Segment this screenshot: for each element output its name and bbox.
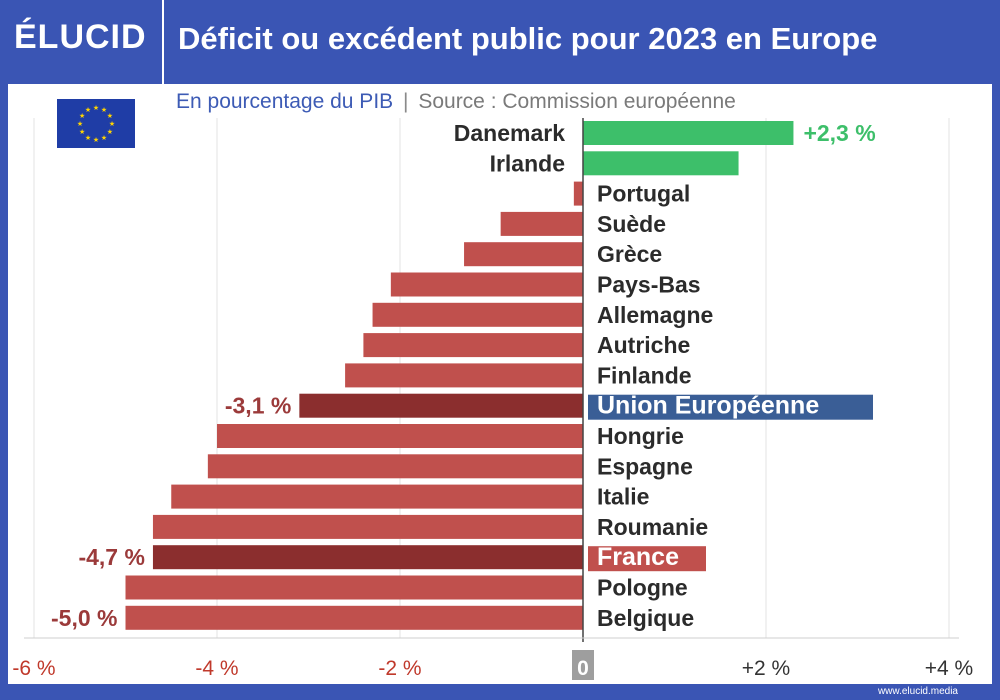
bar-italie	[171, 484, 583, 509]
category-label: Pologne	[597, 575, 688, 601]
bar-grèce	[464, 242, 583, 267]
tick-label: +4 %	[925, 657, 973, 680]
flag-star: ★	[101, 106, 107, 114]
tick-label: +2 %	[742, 657, 790, 680]
bar-pays-bas	[390, 272, 583, 297]
bar-danemark	[583, 121, 794, 145]
header-divider	[162, 0, 164, 84]
category-label: Allemagne	[597, 302, 713, 328]
bar-pologne	[125, 575, 583, 600]
chart-subtitle: En pourcentage du PIB | Source : Commiss…	[176, 90, 736, 114]
category-label: Finlande	[597, 362, 692, 388]
footer-url[interactable]: www.elucid.media	[877, 686, 958, 697]
flag-star: ★	[107, 112, 113, 120]
bar-belgique	[125, 605, 583, 630]
chart-title: Déficit ou excédent public pour 2023 en …	[178, 21, 878, 56]
bar-allemagne	[372, 302, 583, 327]
flag-star: ★	[93, 136, 99, 144]
category-label: Hongrie	[597, 423, 684, 449]
bar-espagne	[207, 454, 583, 479]
category-label: Union Européenne	[597, 392, 819, 420]
data-label: -3,1 %	[225, 393, 291, 419]
subtitle-source: Source : Commission européenne	[418, 90, 736, 113]
tick-label: -2 %	[378, 657, 421, 680]
bar-finlande	[345, 363, 583, 388]
category-label: Autriche	[597, 332, 690, 358]
category-label: Espagne	[597, 453, 693, 479]
label-highlight-box	[588, 394, 873, 420]
flag-star: ★	[77, 120, 83, 128]
flag-star: ★	[85, 134, 91, 142]
category-label: Suède	[597, 211, 666, 237]
category-label: Grèce	[597, 241, 662, 267]
eu-flag-icon: ★ ★ ★ ★ ★ ★ ★ ★ ★ ★ ★ ★	[57, 99, 135, 148]
category-label: Irlande	[490, 150, 565, 176]
flag-star: ★	[79, 128, 85, 136]
bar-union-européenne	[299, 393, 583, 418]
data-label: -5,0 %	[51, 605, 117, 631]
bar-irlande	[583, 151, 739, 176]
zero-tick-box	[572, 650, 594, 680]
tick-label: 0	[577, 657, 589, 680]
label-highlight-box	[588, 546, 706, 572]
flag-star: ★	[101, 134, 107, 142]
bar-hongrie	[217, 424, 583, 448]
flag-star: ★	[107, 128, 113, 136]
brand-logo: ÉLUCID	[14, 18, 147, 56]
subtitle-unit: En pourcentage du PIB	[176, 90, 394, 113]
bar-roumanie	[152, 514, 583, 539]
category-label: France	[597, 543, 679, 571]
flag-star: ★	[93, 104, 99, 112]
flag-star: ★	[79, 112, 85, 120]
category-label: Pays-Bas	[597, 272, 701, 298]
data-label: +2,3 %	[803, 120, 875, 146]
bar-france	[152, 545, 583, 570]
eu-flag-stars: ★ ★★★★★★★★★★★	[77, 104, 115, 144]
data-label: -4,7 %	[78, 544, 144, 570]
bar-suède	[500, 211, 583, 236]
tick-label: -6 %	[12, 657, 55, 680]
category-label: Belgique	[597, 605, 694, 631]
flag-star: ★	[109, 120, 115, 128]
subtitle-separator: |	[403, 90, 409, 113]
category-label: Danemark	[454, 120, 565, 146]
tick-label: -4 %	[195, 657, 238, 680]
bar-portugal	[573, 181, 583, 206]
flag-star: ★	[85, 106, 91, 114]
category-label: Italie	[597, 484, 649, 510]
bar-autriche	[363, 333, 583, 358]
header-bar: ÉLUCID Déficit ou excédent public pour 2…	[0, 0, 1000, 84]
category-label: Portugal	[597, 181, 690, 207]
category-label: Roumanie	[597, 514, 708, 540]
